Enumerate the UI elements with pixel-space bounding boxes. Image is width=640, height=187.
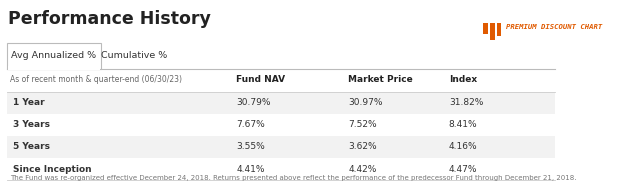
Text: 8.41%: 8.41% [449, 120, 477, 129]
Text: 4.47%: 4.47% [449, 165, 477, 174]
Text: 3.55%: 3.55% [236, 142, 265, 151]
Text: As of recent month & quarter-end (06/30/23): As of recent month & quarter-end (06/30/… [10, 75, 182, 84]
Text: 3 Years: 3 Years [13, 120, 49, 129]
Text: PREMIUM DISCOUNT CHART: PREMIUM DISCOUNT CHART [506, 24, 603, 30]
Bar [7, 43, 101, 69]
Text: Fund NAV: Fund NAV [236, 75, 285, 84]
Text: 30.79%: 30.79% [236, 98, 271, 107]
Text: Cumulative %: Cumulative % [101, 51, 167, 60]
Text: 4.41%: 4.41% [236, 165, 265, 174]
Text: 1 Year: 1 Year [13, 98, 44, 107]
Text: The Fund was re-organized effective December 24, 2018. Returns presented above r: The Fund was re-organized effective Dece… [10, 175, 576, 181]
Bar [483, 24, 488, 34]
Bar [497, 24, 501, 36]
Bar [7, 136, 555, 158]
Text: Avg Annualized %: Avg Annualized % [12, 51, 97, 60]
Text: 7.52%: 7.52% [348, 120, 377, 129]
Text: Market Price: Market Price [348, 75, 413, 84]
Text: 4.42%: 4.42% [348, 165, 376, 174]
Text: Since Inception: Since Inception [13, 165, 91, 174]
Text: 4.16%: 4.16% [449, 142, 477, 151]
Bar [7, 114, 555, 136]
Bar [490, 24, 495, 40]
Text: 7.67%: 7.67% [236, 120, 265, 129]
Bar [7, 158, 555, 180]
Text: 5 Years: 5 Years [13, 142, 49, 151]
Text: 3.62%: 3.62% [348, 142, 377, 151]
Text: 30.97%: 30.97% [348, 98, 383, 107]
Text: Performance History: Performance History [8, 10, 211, 28]
Bar [7, 92, 555, 114]
Bar [8, 66, 100, 70]
Text: 31.82%: 31.82% [449, 98, 483, 107]
Text: Index: Index [449, 75, 477, 84]
